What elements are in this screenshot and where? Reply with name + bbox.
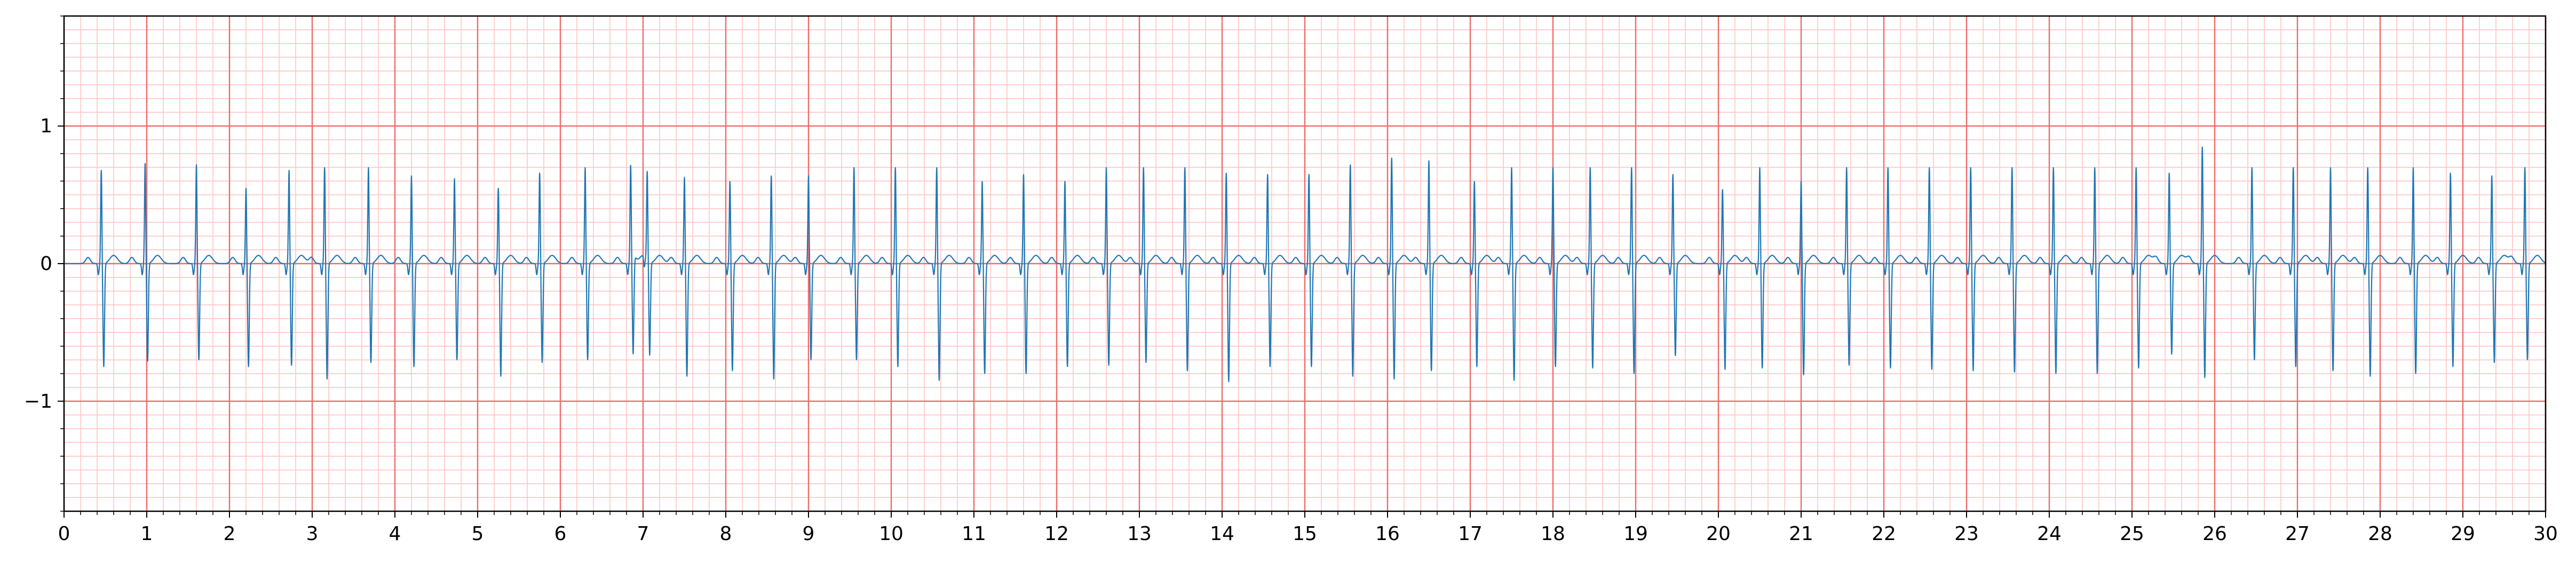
ecg-series-line xyxy=(64,146,2546,383)
ecg-trace xyxy=(64,146,2546,383)
x-tick-label: 21 xyxy=(1789,523,1813,545)
x-tick-label: 0 xyxy=(58,523,70,545)
x-tick-label: 16 xyxy=(1375,523,1400,545)
x-tick-label: 6 xyxy=(554,523,567,545)
x-tick-label: 2 xyxy=(224,523,236,545)
x-tick-label: 13 xyxy=(1127,523,1152,545)
x-tick-label: 8 xyxy=(720,523,732,545)
x-tick-label: 29 xyxy=(2451,523,2475,545)
x-tick-label: 1 xyxy=(141,523,153,545)
x-tick-label: 23 xyxy=(1954,523,1979,545)
x-tick-label: 10 xyxy=(879,523,903,545)
x-tick-label: 7 xyxy=(637,523,649,545)
x-tick-label: 25 xyxy=(2120,523,2144,545)
x-tick-label: 26 xyxy=(2202,523,2227,545)
x-tick-label: 11 xyxy=(962,523,986,545)
x-tick-label: 22 xyxy=(1872,523,1896,545)
x-tick-label: 17 xyxy=(1458,523,1483,545)
x-axis-ticks: 0 1 2 3 4 5 6 7 8 9 10 11 12 13 14 15 16 17 18 19 20 21 22 23 24… xyxy=(58,511,2558,545)
x-tick-label: 18 xyxy=(1541,523,1565,545)
y-tick-label: −1 xyxy=(24,391,52,413)
x-tick-label: 3 xyxy=(306,523,319,545)
x-tick-label: 9 xyxy=(803,523,815,545)
x-tick-label: 15 xyxy=(1293,523,1317,545)
y-tick-label: 1 xyxy=(40,115,52,137)
x-tick-label: 30 xyxy=(2533,523,2558,545)
x-tick-label: 12 xyxy=(1044,523,1069,545)
y-axis-ticks: −1 0 1 xyxy=(24,15,64,512)
x-tick-label: 27 xyxy=(2285,523,2310,545)
x-tick-label: 24 xyxy=(2037,523,2062,545)
x-tick-label: 19 xyxy=(1623,523,1648,545)
x-tick-label: 20 xyxy=(1706,523,1731,545)
x-tick-label: 14 xyxy=(1210,523,1234,545)
y-tick-label: 0 xyxy=(40,253,52,275)
x-tick-label: 5 xyxy=(472,523,484,545)
x-tick-label: 4 xyxy=(389,523,401,545)
x-tick-label: 28 xyxy=(2368,523,2392,545)
